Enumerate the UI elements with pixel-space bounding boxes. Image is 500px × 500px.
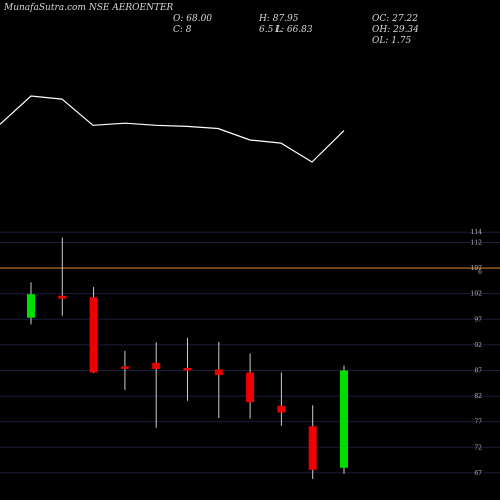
y-tick-label: 87	[474, 367, 482, 374]
candle-body	[58, 295, 67, 299]
y-tick-label: 67	[474, 470, 482, 477]
candle-body	[340, 370, 348, 468]
low-prefix-readout: 6.5 L	[259, 25, 282, 35]
y-tick-label: 107	[471, 265, 483, 272]
candle	[183, 337, 192, 401]
candle	[277, 372, 286, 426]
candle-body	[89, 297, 98, 373]
candle	[308, 405, 317, 480]
open-readout: O: 68.00	[173, 14, 212, 24]
candle	[89, 287, 98, 374]
indicator-line	[0, 95, 345, 163]
chart-title: MunafaSutra.com NSE AEROENTER	[3, 3, 174, 13]
candle-body	[214, 369, 223, 376]
candle-body	[27, 294, 35, 318]
candle	[340, 365, 348, 474]
indicator-line-panel	[0, 95, 345, 163]
candle	[152, 342, 161, 428]
y-tick-label: 102	[471, 291, 483, 298]
y-tick-label: 112	[471, 239, 483, 246]
candle	[246, 353, 255, 419]
candle	[27, 282, 35, 325]
candle-body	[246, 372, 255, 403]
close-readout: C: 8	[173, 25, 192, 35]
candle-body	[183, 367, 192, 371]
candle-body	[308, 426, 317, 470]
low-readout: L: 66.83	[274, 25, 313, 35]
candle	[58, 237, 67, 316]
candle-body	[277, 405, 286, 413]
candle	[120, 351, 129, 390]
ol-readout: OL: 1.75	[372, 36, 412, 46]
y-tick-label: 97	[474, 316, 482, 323]
y-tick-label: 92	[474, 342, 482, 349]
oc-readout: OC: 27.22	[372, 14, 418, 24]
y-tick-label: 77	[474, 419, 482, 426]
oh-readout: OH: 29.34	[372, 25, 419, 35]
y-tick-label: 6	[478, 269, 482, 276]
y-tick-label: 72	[474, 444, 482, 451]
candle-body	[120, 366, 129, 369]
y-tick-label: 82	[474, 393, 482, 400]
y-tick-label: 114	[471, 229, 483, 236]
high-readout: H: 87.95	[258, 14, 299, 24]
candlestick-series	[27, 237, 348, 480]
candle	[214, 341, 223, 419]
candle-body	[152, 362, 161, 369]
